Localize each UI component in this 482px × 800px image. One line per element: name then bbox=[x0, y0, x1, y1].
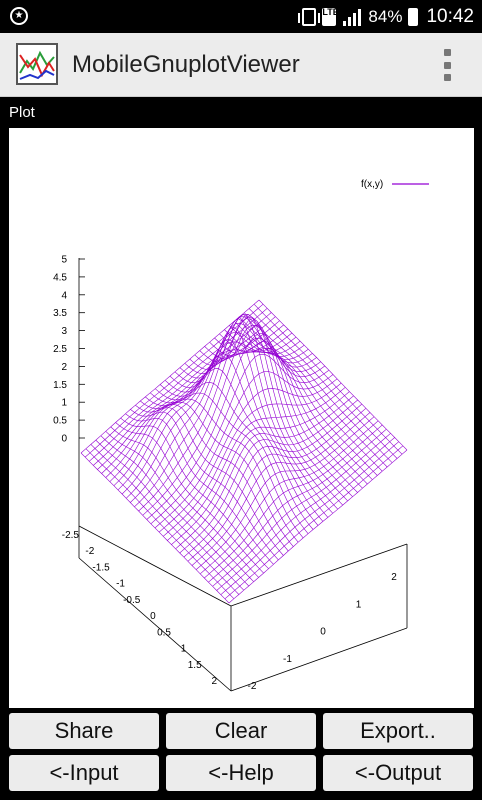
mesh-line bbox=[120, 417, 269, 569]
z-tick-label: 4.5 bbox=[53, 272, 67, 283]
mesh-line bbox=[80, 452, 230, 604]
mesh-line bbox=[248, 308, 398, 459]
mesh-line bbox=[167, 387, 346, 541]
mesh-line bbox=[158, 378, 338, 533]
share-button[interactable]: Share bbox=[9, 713, 159, 749]
mesh-line bbox=[84, 303, 264, 458]
app-logo-graph bbox=[19, 50, 55, 80]
overflow-menu-icon[interactable] bbox=[444, 49, 452, 81]
accessibility-icon: ★ bbox=[10, 7, 28, 25]
surface-plot: 54.543.532.521.510.50 -2.5-2-1.5-1-0.500… bbox=[53, 179, 429, 692]
mesh-line bbox=[140, 400, 289, 552]
x-tick-label: -2.5 bbox=[62, 530, 80, 541]
mesh-line bbox=[258, 299, 408, 451]
plot-label: Plot bbox=[9, 104, 35, 121]
z-tick-label: 4 bbox=[61, 290, 67, 301]
app-title: MobileGnuplotViewer bbox=[72, 51, 300, 78]
mesh-line bbox=[243, 312, 393, 463]
mesh-line bbox=[214, 337, 363, 489]
mesh-line bbox=[150, 392, 299, 543]
clear-button[interactable]: Clear bbox=[166, 713, 316, 749]
plot-area: 5 4.5 4 3.5 3 2.5 2 1.5 1 0.5 0 -2.5 -2 -1.5 -1 -0.5 0 0… bbox=[9, 128, 474, 708]
vibrate-icon bbox=[298, 7, 321, 26]
z-tick-label: 3 bbox=[61, 326, 67, 337]
app-logo-icon bbox=[16, 43, 58, 85]
mesh-line bbox=[204, 424, 383, 579]
x-tick-label: 2 bbox=[211, 676, 217, 687]
y-tick-label: 2 bbox=[391, 572, 397, 583]
output-button[interactable]: <-Output bbox=[323, 755, 473, 791]
z-tick-label: 0 bbox=[61, 434, 67, 445]
mesh-line bbox=[228, 449, 408, 604]
battery-icon bbox=[408, 7, 419, 26]
x-tick-label: -2 bbox=[85, 546, 94, 557]
z-tick-label: 3.5 bbox=[53, 308, 67, 319]
z-tick-label: 2 bbox=[61, 362, 67, 373]
z-tick-label: 0.5 bbox=[53, 416, 67, 427]
mesh-line bbox=[145, 396, 294, 547]
network-icon: LTE bbox=[322, 7, 339, 26]
export-button[interactable]: Export.. bbox=[323, 713, 473, 749]
y-tick-label: -2 bbox=[248, 681, 257, 692]
x-tick-label: 1 bbox=[181, 644, 187, 655]
mesh-line bbox=[100, 435, 250, 587]
x-tick-label: 1.5 bbox=[188, 660, 202, 671]
mesh-line bbox=[179, 399, 358, 554]
mesh-line bbox=[216, 437, 395, 591]
y-tick-label: -1 bbox=[283, 654, 292, 665]
mesh-line bbox=[224, 445, 404, 600]
status-icons: LTE 84% 10:42 bbox=[298, 0, 474, 33]
x-tick-label: 0 bbox=[150, 611, 156, 622]
x-tick-label: 0.5 bbox=[157, 627, 171, 638]
z-tick-label: 2.5 bbox=[53, 344, 67, 355]
z-tick-label: 1 bbox=[61, 398, 67, 409]
mesh-line bbox=[110, 426, 259, 578]
z-tick-label: 1.5 bbox=[53, 380, 67, 391]
input-button[interactable]: <-Input bbox=[9, 755, 159, 791]
mesh-line bbox=[154, 371, 334, 529]
battery-percent: 84% bbox=[368, 6, 403, 26]
mesh-line bbox=[238, 316, 388, 468]
mesh-line bbox=[89, 308, 268, 462]
x-tick-label: -1.5 bbox=[92, 562, 110, 573]
mesh-line bbox=[234, 320, 383, 472]
x-tick-label: -1 bbox=[116, 579, 125, 590]
app-bar: MobileGnuplotViewer bbox=[0, 33, 482, 97]
mesh-line bbox=[220, 441, 399, 595]
mesh-line bbox=[105, 431, 254, 582]
x-axis bbox=[78, 557, 232, 692]
legend-label: f(x,y) bbox=[361, 179, 383, 190]
mesh-line bbox=[208, 428, 387, 583]
mesh-line bbox=[212, 433, 391, 587]
z-tick-label: 5 bbox=[61, 255, 67, 266]
status-bar: ★ LTE 84% 10:42 bbox=[0, 0, 482, 33]
y-tick-label: 1 bbox=[356, 599, 362, 610]
mesh-line bbox=[253, 303, 403, 455]
signal-icon bbox=[343, 8, 362, 26]
mesh-line bbox=[209, 333, 358, 493]
y-tick-label: 0 bbox=[320, 627, 326, 638]
mesh-line bbox=[117, 336, 297, 491]
mesh-line bbox=[229, 325, 378, 476]
x-tick-label: -0.5 bbox=[123, 595, 141, 606]
clock: 10:42 bbox=[426, 5, 474, 27]
help-button[interactable]: <-Help bbox=[166, 755, 316, 791]
y-axis bbox=[230, 627, 408, 692]
